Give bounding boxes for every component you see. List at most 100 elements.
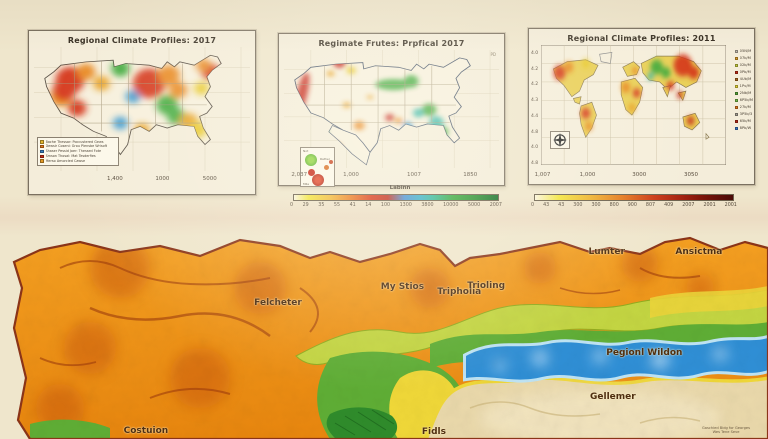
orange-dot [324,165,329,170]
legend-label: 4Ub/M [739,76,752,81]
colorbar-tick: 0 [531,203,535,208]
panel1-plot: Bache Thessar: Poccustered Gews Dewsir Co… [34,47,250,171]
inset-label-top: Not [303,149,309,153]
legend-swatch [734,91,738,95]
colorbar-tick: 0 [290,203,294,208]
legend-label: 1Pv/M [739,83,751,88]
legend-entry: 27b/M [734,104,753,110]
legend-swatch [734,84,738,88]
legend-entry: 8Pb/W [734,125,753,131]
terrain-label: Ansictma [675,247,723,258]
terrain-label: My Stios [380,282,425,293]
legend-label: 65b/M [739,118,751,123]
corner-mark: PD [490,52,497,57]
legend-swatch [734,112,738,116]
legend-entry: 02b/M [734,62,753,68]
us-heatmap-2017 [34,47,250,171]
panel1-legend: Bache Thessar: Poccustered Gews Dewsir Co… [37,137,119,166]
inset-label-mid: Rather [320,157,331,161]
panel2-title: Regimate Frutes: Prpfical 2017 [318,39,465,48]
x-tick: 1007 [407,172,421,178]
colorbar-tick: 800 [609,203,619,208]
x-tick: 3000 [632,172,647,178]
colorbar-tick: 43 [543,203,550,208]
legend-swatch [40,149,44,154]
y-tick: 4.2 [531,66,539,72]
us-map-panel-variant: Regimate Frutes: Prpfical 2017 PD [278,33,505,187]
colorbar-tick: 2001 [724,203,737,208]
panel1-title: Regional Climate Profiles: 2017 [67,36,217,45]
colorbar-tick: 900 [627,203,637,208]
nz-outline [705,132,710,140]
colorbar-tick: 2007 [489,203,502,208]
legend-label: 3P5b/3 [739,111,753,116]
attribution-line1: Gaschied Bidg for Georges [702,425,750,430]
legend-label: Dewsir Coseni: Grou Plensbe Wrisoft [45,144,108,149]
big-red-circle [312,174,324,186]
state-lines [46,60,211,145]
x-tick: 1000 [155,176,170,182]
legend-swatch [734,77,738,81]
y-tick: 4.8 [531,129,539,135]
legend-entry: Dewsir Coseni: Grou Plensbe Wrisoft [40,144,116,149]
colorbar-tick: 807 [645,203,656,208]
legend-entry: Shaser Pessid Joer: Thessed Fote [40,149,116,154]
y-tick: 4.2 [531,82,539,88]
map-attribution: Gaschied Bidg for Georges Wes Tene Seve [702,426,750,435]
legend-entry: 4Ub/M [734,76,753,82]
legend-entry: 05N/M [734,49,753,54]
legend-label: 2Nb/M [739,90,752,95]
colorbar2-ticks: 0 29 35 55 41 14 100 1300 3800 10000 5000 2007 [290,203,502,208]
colorbar-tick: 35 [318,203,325,208]
legend-entry: 1Pv/M [734,83,753,89]
colorbar-tick: 55 [333,203,341,208]
legend-entry: 65b/M [734,118,753,124]
colorbar3-ticks: 0 43 43 300 300 800 900 807 409 2007 2001 2001 [531,203,737,208]
terrain-relief-map: Felcheter My Stios Tripholia Trioling Lumter… [0,228,768,439]
legend-entry: 2Nb/M [734,90,753,96]
x-tick: 1,007 [534,172,551,178]
colorbar-tick: 5000 [467,203,481,208]
panel3-title: Regional Climate Profiles: 2011 [567,34,716,43]
legend-swatch [734,56,738,60]
legend-swatch [734,126,738,130]
small-red-dot [329,160,333,164]
heat-blobs [50,58,220,138]
colorbar-tick: 2007 [682,203,695,208]
terrain-label: Tripholia [437,287,482,298]
world-heatmap [541,45,726,165]
legend-entry: Bache Thessar: Poccustered Gews [40,140,116,145]
panel2-plot: Not Rather Mlle [284,50,499,187]
legend-label: 8Pb/W [739,125,752,130]
us-map-panel-2017: Regional Climate Profiles: 2017 [28,30,256,195]
x-tick: 1,000 [579,172,596,178]
y-tick: 4.4 [531,113,539,119]
terrain-label: Pegionl Wildon [606,348,683,359]
legend-swatch [734,105,738,109]
panel2-inset-legend: Not Rather Mlle [300,147,335,187]
terrain-label: Costuion [123,425,169,436]
colorbar-tick: 3800 [421,203,434,208]
x-tick: 1850 [463,172,478,178]
legend-label: Smson Thosal: Mat Tesderfies [45,153,96,158]
legend-label: 02b/M [739,62,751,67]
legend-label: 05N/M [739,49,752,53]
legend-swatch [734,63,738,67]
legend-entry: 07b/M [734,55,753,61]
x-tick: 1,000 [343,172,359,178]
colorbar2-label: Labinn [389,185,411,191]
terrain-label: Trioling [467,280,506,291]
x-tick: 3050 [684,172,698,178]
legend-label: 27b/M [739,104,751,109]
legend-entry: Smson Thosal: Mat Tesderfies [40,154,116,159]
inset-label-bottom: Mlle [303,182,310,186]
legend-label: 0Pb/M [739,69,751,74]
legend-label: 07b/M [739,55,751,60]
y-tick: 4.0 [531,51,539,56]
panel3-x-axis: 1,007 1,000 3000 3050 [529,172,754,182]
legend-swatch [40,140,44,144]
terrain-art [12,236,768,439]
colorbar-tick: 29 [302,203,309,208]
y-tick: 4.0 [531,145,539,151]
